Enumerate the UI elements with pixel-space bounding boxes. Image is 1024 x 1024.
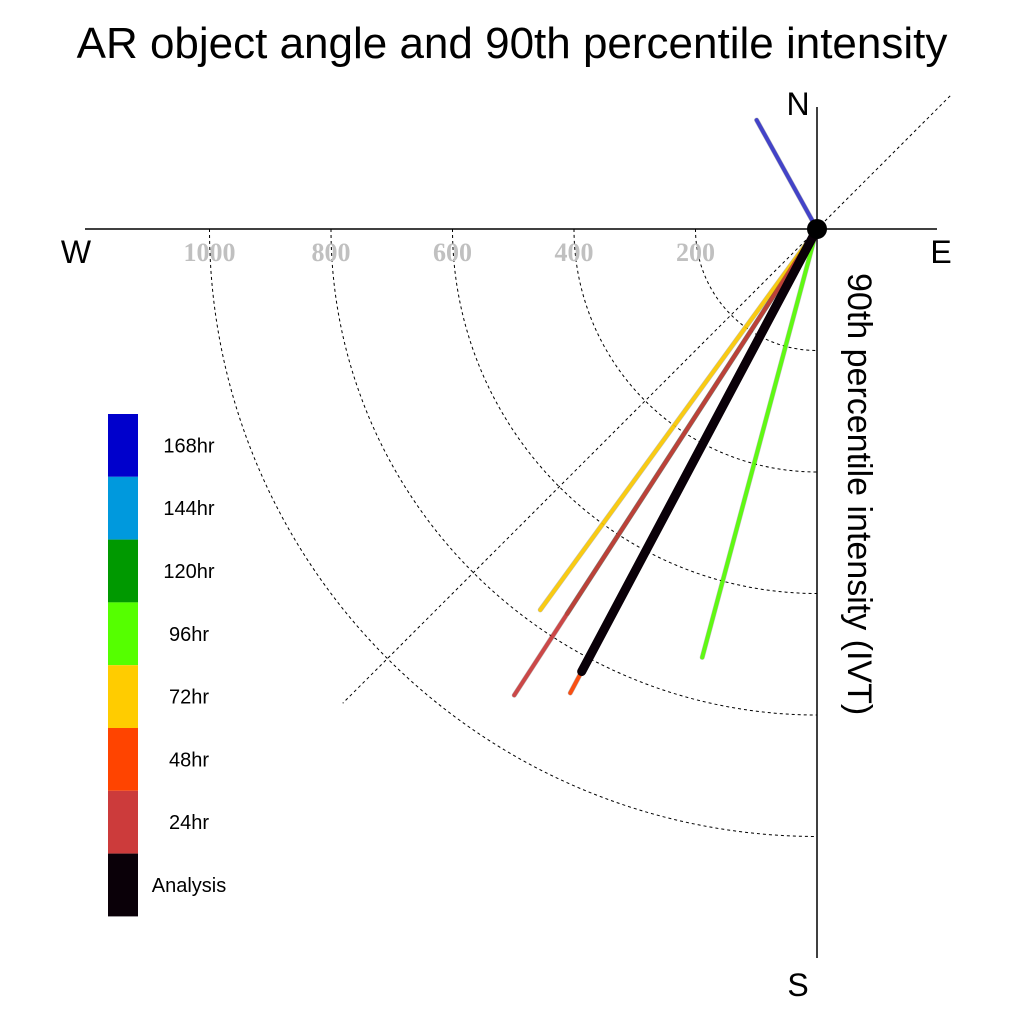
series-vector-analysis: [577, 224, 822, 677]
series-vector-24hr: [512, 227, 819, 698]
legend-swatch-168hr: [108, 414, 138, 477]
compass-north-label: N: [786, 86, 809, 122]
diagonal-reference-line: [342, 95, 951, 704]
chart-title: AR object angle and 90th percentile inte…: [77, 19, 948, 68]
legend-swatch-24hr: [108, 790, 138, 854]
legend-label-48hr: 48hr: [169, 749, 209, 771]
grid-ring-200: [695, 228, 818, 351]
radial-tick-labels: 200 400 600 800 1000: [184, 238, 716, 267]
legend-label-168hr: 168hr: [163, 435, 214, 457]
legend-label-72hr: 72hr: [169, 687, 209, 709]
legend-swatch-120hr: [108, 539, 138, 603]
grid: [209, 95, 951, 837]
legend-label-analysis: Analysis: [152, 875, 226, 897]
grid-ring-400: [573, 228, 818, 473]
radial-tick-label-200: 200: [676, 238, 715, 267]
legend-label-96hr: 96hr: [169, 624, 209, 646]
radial-axis-title: 90th percentile intensity (IVT): [840, 273, 878, 715]
radial-tick-label-1000: 1000: [184, 238, 236, 267]
radial-tick-label-400: 400: [555, 238, 594, 267]
series-vectors: [511, 117, 822, 698]
legend-label-120hr: 120hr: [163, 561, 214, 583]
compass-west-label: W: [61, 234, 92, 270]
legend-label-144hr: 144hr: [163, 498, 214, 520]
legend: 168hr 144hr 120hr 96hr 72hr 48hr 24hr Analysis: [108, 414, 226, 917]
series-vector-96hr: [700, 227, 819, 660]
radial-tick-label-800: 800: [312, 238, 351, 267]
grid-ring-800: [330, 228, 818, 716]
legend-label-24hr: 24hr: [169, 812, 209, 834]
axes: [85, 107, 937, 958]
radial-tick-label-600: 600: [433, 238, 472, 267]
series-vector-72hr: [538, 227, 819, 612]
grid-ring-1000: [209, 228, 818, 837]
compass-south-label: S: [787, 967, 808, 1003]
legend-swatch-96hr: [108, 602, 138, 666]
legend-swatch-48hr: [108, 728, 138, 791]
legend-swatch-72hr: [108, 665, 138, 728]
grid-ring-600: [452, 228, 818, 594]
legend-swatch-analysis: [108, 853, 138, 917]
compass-east-label: E: [930, 234, 951, 270]
legend-swatch-144hr: [108, 476, 138, 540]
series-vector-168hr: [754, 118, 819, 231]
origin-marker: [807, 219, 827, 239]
